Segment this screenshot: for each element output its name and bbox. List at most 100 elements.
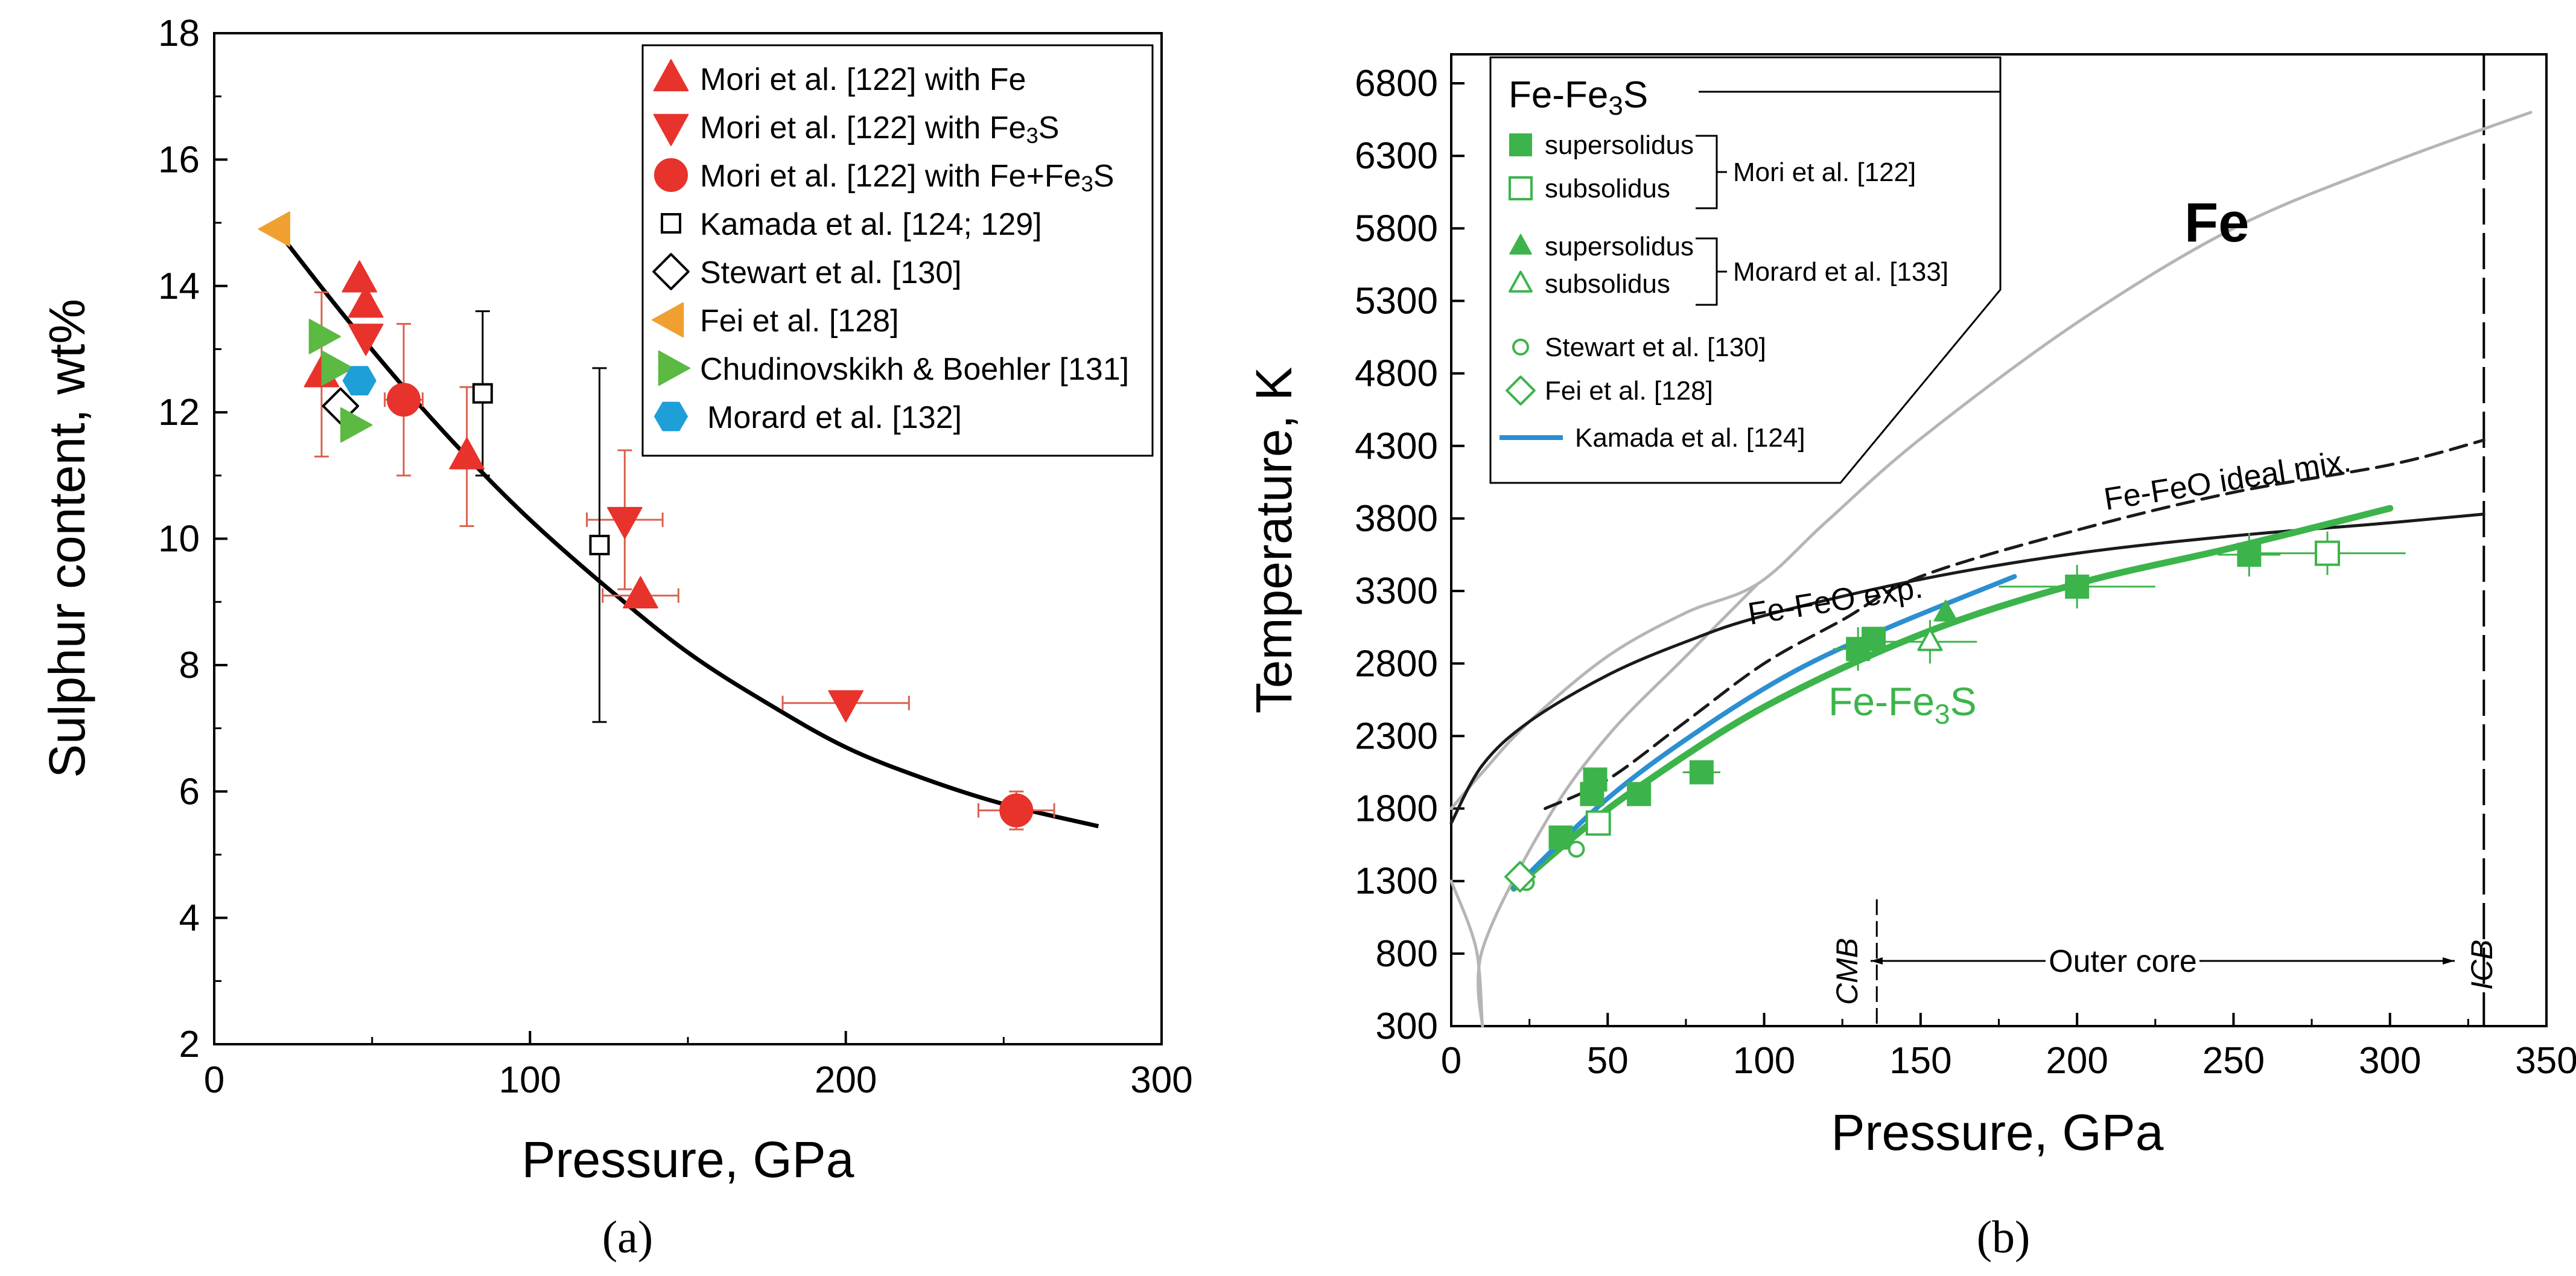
y-tick-label: 3300: [1355, 570, 1438, 612]
data-point: [387, 383, 421, 417]
panel-b-xlabel: Pressure, GPa: [1831, 1104, 2164, 1161]
y-tick-label: 1300: [1355, 861, 1438, 902]
legend-label: supersolidus: [1545, 232, 1694, 261]
legend-label: Mori et al. [122] with Fe3S: [700, 110, 1059, 148]
y-tick-label: 6800: [1355, 63, 1438, 104]
data-point: [1583, 767, 1608, 792]
x-tick-label: 150: [1889, 1040, 1951, 1082]
y-tick-label: 4800: [1355, 353, 1438, 395]
panel-a-xlabel: Pressure, GPa: [522, 1131, 854, 1188]
data-point: [1862, 627, 1886, 651]
data-point: [606, 506, 643, 540]
y-tick-label: 18: [158, 13, 200, 54]
legend-marker: [1509, 133, 1532, 156]
data-point: [828, 690, 864, 723]
legend-label: Chudinovskikh & Boehler [131]: [700, 352, 1129, 387]
legend-label: Stewart et al. [130]: [1545, 333, 1766, 362]
curve-line: [1544, 438, 2485, 811]
y-tick-label: 1800: [1355, 788, 1438, 830]
legend-marker: [1509, 234, 1532, 255]
legend-marker: [654, 158, 688, 192]
panel-b-caption: (b): [1977, 1212, 2031, 1263]
panel-b-ylabel: Temperature, K: [1245, 367, 1302, 713]
x-tick-label: 100: [499, 1059, 561, 1101]
data-point: [1689, 760, 1714, 785]
x-tick-label: 100: [1733, 1040, 1795, 1082]
legend-group-label: Mori et al. [122]: [1733, 158, 1916, 187]
panel-a-caption: (a): [602, 1212, 653, 1263]
data-point: [623, 576, 658, 608]
data-point: [589, 534, 610, 555]
y-tick-label: 8: [179, 645, 200, 686]
y-tick-label: 4300: [1355, 426, 1438, 467]
legend-marker: [652, 253, 690, 290]
x-tick-label: 300: [2359, 1040, 2421, 1082]
legend-label: Stewart et al. [130]: [700, 255, 962, 290]
data-point: [258, 211, 290, 247]
label-fe: Fe: [2184, 192, 2249, 254]
x-tick-label: 50: [1587, 1040, 1629, 1082]
legend-label: Kamada et al. [124]: [1575, 423, 1805, 453]
legend-marker: [654, 401, 688, 432]
legend-marker: [1509, 270, 1533, 293]
data-point: [348, 324, 384, 356]
legend-marker: [658, 350, 691, 386]
data-point: [340, 407, 373, 443]
data-point: [472, 383, 493, 404]
legend-label: Mori et al. [122] with Fe+Fe3S: [700, 159, 1114, 196]
label-cmb: CMB: [1830, 938, 1864, 1005]
curve-line: [1449, 110, 2533, 811]
x-tick-label: 0: [1441, 1040, 1461, 1082]
legend-marker: [1506, 375, 1536, 406]
y-tick-label: 300: [1376, 1006, 1438, 1047]
x-tick-label: 300: [1130, 1059, 1192, 1101]
y-tick-label: 6: [179, 771, 200, 812]
legend-label: subsolidus: [1545, 269, 1670, 299]
label-icb: ICB: [2465, 940, 2499, 990]
curve-line: [1449, 582, 1760, 1028]
legend-marker: [1512, 339, 1529, 356]
data-point: [348, 286, 384, 318]
legend-marker: [653, 113, 689, 147]
data-point: [999, 793, 1034, 828]
panel-a: 0 100 200 300 2 4 6 8 10 12 14 16 18 Pressure, GPa S…: [39, 13, 1193, 1263]
y-tick-label: 12: [158, 392, 200, 433]
data-point: [1627, 782, 1652, 806]
y-tick-label: 6300: [1355, 135, 1438, 177]
panel-b-legend: [1489, 56, 2002, 484]
data-point: [2065, 574, 2090, 599]
legend-label: Mori et al. [122] with Fe: [700, 62, 1026, 97]
panel-a-legend: [641, 44, 1154, 457]
data-point: [342, 366, 377, 396]
x-tick-label: 250: [2202, 1040, 2265, 1082]
y-tick-label: 5800: [1355, 208, 1438, 249]
legend-label: Kamada et al. [124; 129]: [700, 207, 1042, 242]
data-point: [1568, 840, 1585, 858]
legend-group-label: Morard et al. [133]: [1733, 257, 1948, 287]
y-tick-label: 3800: [1355, 498, 1438, 540]
legend-label: Morard et al. [132]: [707, 400, 962, 435]
y-tick-label: 2300: [1355, 715, 1438, 757]
legend-label: subsolidus: [1545, 174, 1670, 203]
data-point: [1585, 810, 1611, 836]
legend-marker: [1509, 176, 1533, 200]
data-point: [1917, 628, 1943, 651]
panel-a-ylabel: Sulphur content, wt%: [39, 299, 95, 778]
legend-label: Fei et al. [128]: [700, 304, 899, 339]
y-tick-label: 2800: [1355, 643, 1438, 684]
data-point: [2237, 543, 2262, 567]
label-outer-core: Outer core: [2049, 944, 2197, 979]
y-tick-label: 16: [158, 139, 200, 180]
data-point: [321, 350, 354, 386]
label-fefe3s: Fe-Fe3S: [1828, 679, 1977, 730]
fit-curve: [269, 221, 1099, 829]
y-tick-label: 14: [158, 266, 200, 307]
legend-marker: [651, 302, 684, 338]
y-tick-label: 5300: [1355, 281, 1438, 322]
x-tick-label: 350: [2515, 1040, 2576, 1082]
x-tick-label: 200: [2046, 1040, 2108, 1082]
legend-marker: [653, 59, 689, 92]
legend-label: Fei et al. [128]: [1545, 376, 1713, 406]
data-point: [2315, 540, 2340, 566]
